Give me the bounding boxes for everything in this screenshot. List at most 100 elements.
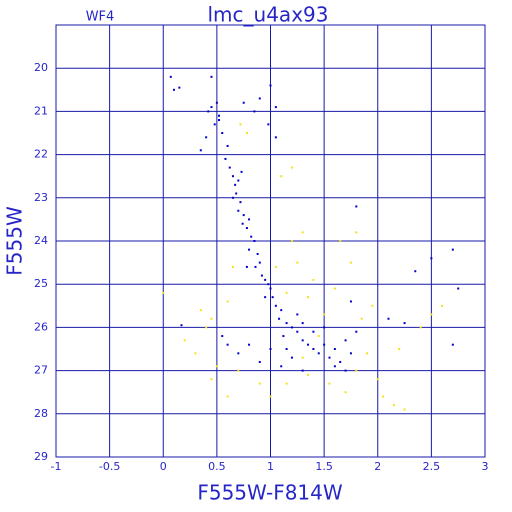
scatter-point xyxy=(285,382,288,385)
y-tick-label: 20 xyxy=(34,61,48,74)
scatter-point xyxy=(278,317,281,320)
x-axis-label: F555W-F814W xyxy=(197,481,343,505)
scatter-point xyxy=(312,330,315,333)
scatter-point xyxy=(317,335,320,338)
scatter-point xyxy=(339,360,342,363)
scatter-point xyxy=(392,404,395,407)
y-tick-label: 27 xyxy=(34,364,48,377)
scatter-point xyxy=(274,136,277,139)
scatter-point xyxy=(307,373,310,376)
scatter-point xyxy=(333,287,336,290)
scatter-point xyxy=(245,227,248,230)
scatter-point xyxy=(210,317,213,320)
scatter-point xyxy=(323,313,326,316)
scatter-point xyxy=(210,378,213,381)
scatter-point xyxy=(349,261,352,264)
scatter-point xyxy=(258,261,261,264)
scatter-point xyxy=(280,309,283,312)
scatter-point xyxy=(169,75,172,78)
scatter-point xyxy=(183,339,186,342)
scatter-point xyxy=(285,348,288,350)
x-tick-label: 1.5 xyxy=(315,460,333,473)
scatter-point xyxy=(264,296,267,299)
scatter-point xyxy=(207,110,210,113)
y-axis-label: F555W xyxy=(3,206,27,276)
scatter-point xyxy=(414,270,417,273)
scatter-point xyxy=(274,265,277,268)
scatter-point xyxy=(199,149,202,152)
y-tick-label: 25 xyxy=(34,277,48,290)
scatter-point xyxy=(258,97,261,100)
scatter-point xyxy=(248,343,251,346)
scatter-point xyxy=(312,348,315,350)
x-tick-label: -1 xyxy=(51,460,62,473)
x-tick-label: 2 xyxy=(374,460,381,473)
scatter-point xyxy=(260,274,263,277)
scatter-point xyxy=(250,235,253,238)
scatter-point xyxy=(253,240,256,242)
y-tick-label: 22 xyxy=(34,148,48,161)
scatter-point xyxy=(339,240,342,242)
scatter-point xyxy=(258,382,261,385)
scatter-point xyxy=(271,296,274,299)
scatter-point xyxy=(307,296,310,299)
scatter-point xyxy=(226,300,229,303)
scatter-point xyxy=(376,378,379,381)
x-tick-label: 0 xyxy=(160,460,167,473)
y-tick-label: 21 xyxy=(34,104,48,117)
scatter-point xyxy=(333,348,336,350)
scatter-point xyxy=(403,322,406,325)
scatter-point xyxy=(274,106,277,109)
scatter-point xyxy=(224,157,227,160)
scatter-point xyxy=(349,300,352,303)
scatter-point xyxy=(248,248,251,251)
scatter-point xyxy=(457,287,460,290)
chart-title: lmc_u4ax93 xyxy=(208,3,329,27)
scatter-point xyxy=(269,84,272,87)
scatter-point xyxy=(344,339,347,342)
scatter-point xyxy=(290,240,293,242)
x-tick-label: 3 xyxy=(482,460,489,473)
scatter-point xyxy=(245,265,248,268)
scatter-point xyxy=(355,330,358,333)
scatter-point xyxy=(226,395,229,398)
scatter-point xyxy=(312,278,315,281)
scatter-point xyxy=(269,348,272,350)
scatter-point xyxy=(264,278,267,281)
scatter-point xyxy=(215,365,218,368)
scatter-point xyxy=(290,166,293,169)
scatter-point xyxy=(228,166,231,169)
scatter-point xyxy=(290,356,293,359)
scatter-point xyxy=(258,360,261,363)
scatter-point xyxy=(360,317,363,320)
scatter-point xyxy=(231,196,234,199)
scatter-point xyxy=(231,265,234,268)
scatter-point xyxy=(226,144,229,147)
scatter-point xyxy=(235,192,238,195)
scatter-point xyxy=(248,218,251,221)
scatter-point xyxy=(269,287,272,290)
scatter-point xyxy=(419,326,422,329)
scatter-point xyxy=(301,322,304,325)
scatter-point xyxy=(180,324,183,327)
scatter-point xyxy=(355,369,358,372)
scatter-point xyxy=(296,313,299,316)
scatter-point xyxy=(301,339,304,342)
scatter-point xyxy=(349,352,352,355)
scatter-point xyxy=(328,356,331,359)
x-tick-label: 0.5 xyxy=(208,460,226,473)
scatter-point xyxy=(451,343,454,346)
scatter-point xyxy=(323,343,326,346)
scatter-point xyxy=(441,304,444,307)
scatter-point xyxy=(323,326,326,329)
scatter-point xyxy=(241,222,244,225)
y-tick-label: 29 xyxy=(34,450,48,463)
scatter-point xyxy=(218,114,221,117)
scatter-point xyxy=(234,183,237,186)
scatter-point xyxy=(282,335,285,338)
scatter-point xyxy=(285,322,288,325)
scatter-point xyxy=(430,313,433,316)
scatter-point xyxy=(162,291,165,294)
scatter-point xyxy=(267,123,270,126)
